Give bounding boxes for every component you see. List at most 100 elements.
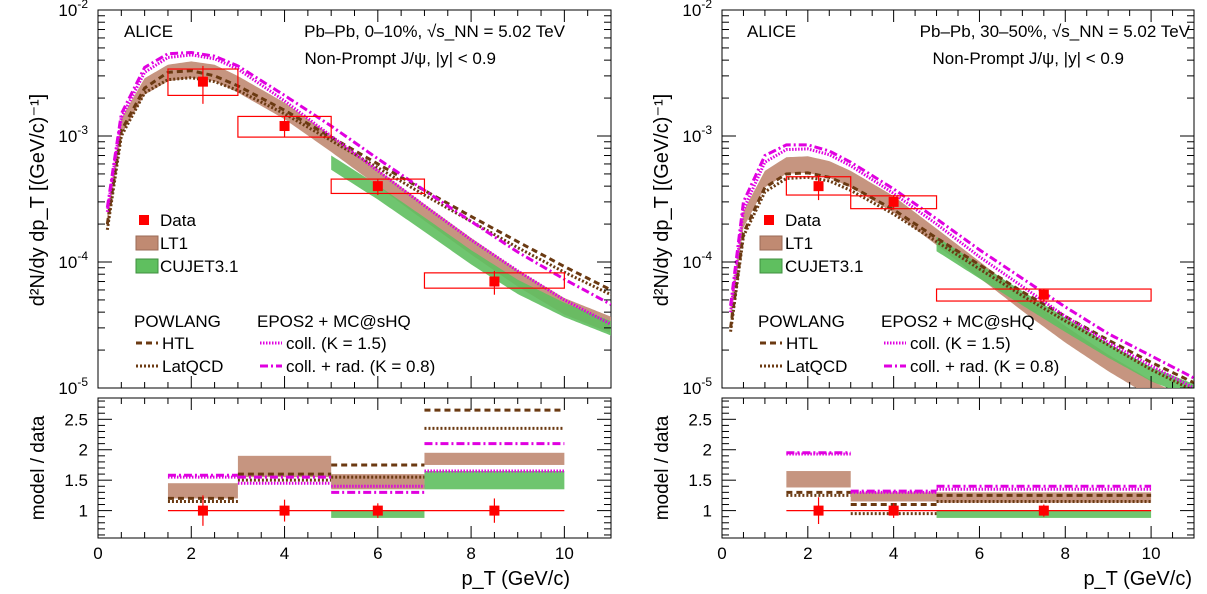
legend-lt1-swatch [759,235,783,251]
legend-collrad-label: coll. + rad. (K = 0.8) [910,357,1059,376]
right-system-label: Pb–Pb, 30–50%, √s_NN = 5.02 TeV [920,22,1191,41]
left-selection-label: Non-Prompt J/ψ, |y| < 0.9 [305,49,497,68]
main-series-group [105,50,611,336]
x-tick-label: 0 [93,544,102,563]
ratio-data-point [197,505,208,516]
legend-powlang-title: POWLANG [134,312,221,331]
left-ratio-plot [167,408,565,526]
coll-curve [729,147,1194,388]
ratio-lt1-box [850,492,937,502]
x-tick-label: 4 [889,544,898,563]
ratio-cujet-box [424,471,565,490]
y-tick-exponent: -3 [701,123,712,137]
y-tick-exponent: -3 [77,123,88,137]
y-tick-label: 10-5 [682,375,712,398]
right-legend: Data LT1 CUJET3.1 POWLANG HTL LatQCD EPO… [758,211,1059,376]
ratio-y-tick-label: 1.5 [64,471,88,490]
y-tick-base: 10 [58,379,77,398]
legend-epos-title: EPOS2 + MC@sHQ [257,312,411,331]
ratio-lt1-box [167,483,238,499]
left-system-label: Pb–Pb, 0–10%, √s_NN = 5.02 TeV [304,22,566,41]
right-ratio-y-axis-title: model / data [652,415,673,520]
htl-curve [105,69,611,292]
y-tick-exponent: -4 [701,249,712,263]
data-point [279,121,290,132]
legend-lt1-label: LT1 [785,234,813,253]
x-tick-label: 0 [717,544,726,563]
x-tick-label: 6 [373,544,382,563]
x-tick-label: 10 [1142,544,1161,563]
data-point [197,76,208,87]
ratio-lt1-box [424,452,565,465]
left-x-axis-title: p_T (GeV/c) [461,568,570,590]
legend-latqcd-label: LatQCD [162,357,223,376]
legend-cujet-label: CUJET3.1 [785,257,863,276]
legend-cujet-swatch [135,258,159,274]
ratio-data-point [888,505,899,516]
ratio-lt1-box [786,471,851,488]
y-tick-label: 10-4 [58,249,88,272]
left-main-plot [105,50,611,336]
ratio-data-point [813,505,824,516]
collrad-curve [729,143,1194,380]
legend-lt1-swatch [135,235,159,251]
right-x-axis-title: p_T (GeV/c) [1083,568,1192,590]
y-tick-base: 10 [58,127,77,146]
ratio-y-tick-label: 2.5 [688,410,712,429]
ratio-y-tick-label: 2.5 [64,410,88,429]
legend-coll-label: coll. (K = 1.5) [910,334,1011,353]
right-y-axis-title: d²N/dy dp_T [(GeV/c)⁻¹] [651,94,673,306]
ratio-series-group [786,451,1152,524]
x-tick-label: 8 [1061,544,1070,563]
legend-data-marker [764,215,774,225]
x-tick-label: 10 [555,544,574,563]
ratio-y-tick-label: 1.5 [688,471,712,490]
lt1-band [730,156,1167,388]
x-tick-label: 8 [466,544,475,563]
collrad-curve [105,50,611,306]
right-collaboration-label: ALICE [747,22,796,41]
legend-htl-label: HTL [786,334,818,353]
left-legend: Data LT1 CUJET3.1 POWLANG HTL LatQCD EPO… [134,211,435,376]
x-tick-label: 2 [803,544,812,563]
ratio-y-tick-label: 2 [703,441,712,460]
y-tick-label: 10-5 [58,375,88,398]
data-point [888,196,899,207]
left-y-axis-title: d²N/dy dp_T [(GeV/c)⁻¹] [27,94,49,306]
y-tick-exponent: -2 [701,0,712,11]
y-tick-label: 10-2 [682,0,712,20]
ratio-lt1-box [237,455,332,478]
main-series-group [729,143,1194,388]
y-tick-exponent: -4 [77,249,88,263]
y-tick-exponent: -5 [701,375,712,389]
legend-cujet-label: CUJET3.1 [160,257,238,276]
y-tick-label: 10-2 [58,0,88,20]
legend-data-label: Data [160,211,196,230]
legend-collrad-label: coll. + rad. (K = 0.8) [286,357,435,376]
right-main-plot [729,143,1194,388]
data-point [489,276,500,287]
data-point [813,181,824,192]
y-tick-exponent: -5 [77,375,88,389]
y-tick-base: 10 [682,127,701,146]
y-tick-base: 10 [58,253,77,272]
ratio-series-group [167,408,565,526]
x-tick-label: 6 [975,544,984,563]
htl-curve [729,171,1194,385]
data-point [372,181,383,192]
ratio-data-point [372,505,383,516]
ratio-y-tick-label: 1 [703,502,712,521]
legend-coll-label: coll. (K = 1.5) [286,334,387,353]
left-collaboration-label: ALICE [124,22,173,41]
legend-latqcd-label: LatQCD [786,357,847,376]
legend-lt1-label: LT1 [160,234,188,253]
right-ratio-plot [786,451,1152,524]
y-tick-label: 10-4 [682,249,712,272]
data-point [1038,289,1049,300]
y-tick-label: 10-3 [58,123,88,146]
y-tick-base: 10 [58,1,77,20]
